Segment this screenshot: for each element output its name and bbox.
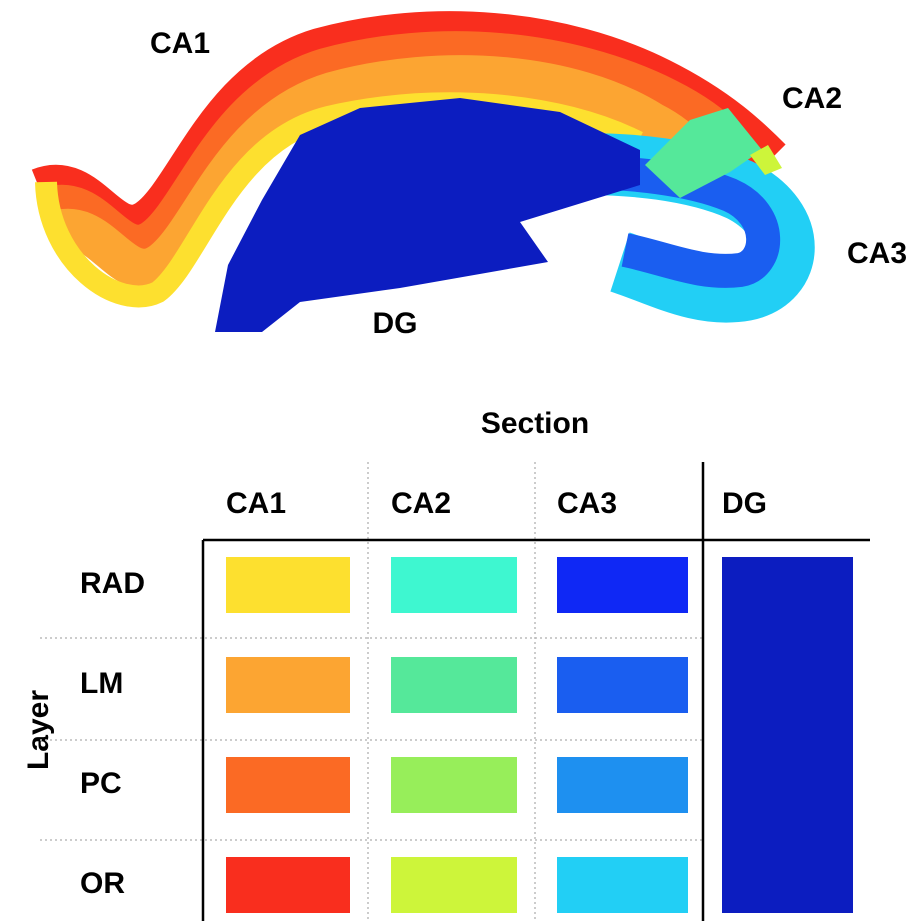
row-header: LM — [80, 667, 123, 700]
swatch — [226, 557, 350, 613]
figure: CA1 CA2 CA3 DG Section Layer CA1 CA2 CA3 DG… — [0, 0, 924, 921]
swatch — [557, 857, 688, 913]
region-label: CA3 — [847, 237, 907, 270]
legend-y-label: Layer — [22, 690, 55, 770]
swatch — [391, 857, 517, 913]
page: CA1 CA2 CA3 DG Section Layer CA1 CA2 CA3 DG… — [0, 0, 924, 921]
row-header: PC — [80, 767, 122, 800]
column-header: CA3 — [557, 487, 617, 520]
swatch — [226, 657, 350, 713]
swatch — [391, 757, 517, 813]
column-header: CA2 — [391, 487, 451, 520]
swatch — [391, 657, 517, 713]
swatch — [557, 757, 688, 813]
row-header: RAD — [80, 567, 145, 600]
region-label: CA2 — [782, 82, 842, 115]
region-label: CA1 — [150, 27, 210, 60]
legend-title: Section — [481, 407, 589, 440]
swatch — [557, 557, 688, 613]
hippocampus — [40, 33, 784, 332]
region-label: DG — [373, 307, 418, 340]
swatch-dg — [722, 557, 853, 913]
column-header: DG — [722, 487, 767, 520]
swatch — [557, 657, 688, 713]
swatch — [226, 857, 350, 913]
row-header: OR — [80, 867, 125, 900]
column-header: CA1 — [226, 487, 286, 520]
swatch — [391, 557, 517, 613]
swatch — [226, 757, 350, 813]
